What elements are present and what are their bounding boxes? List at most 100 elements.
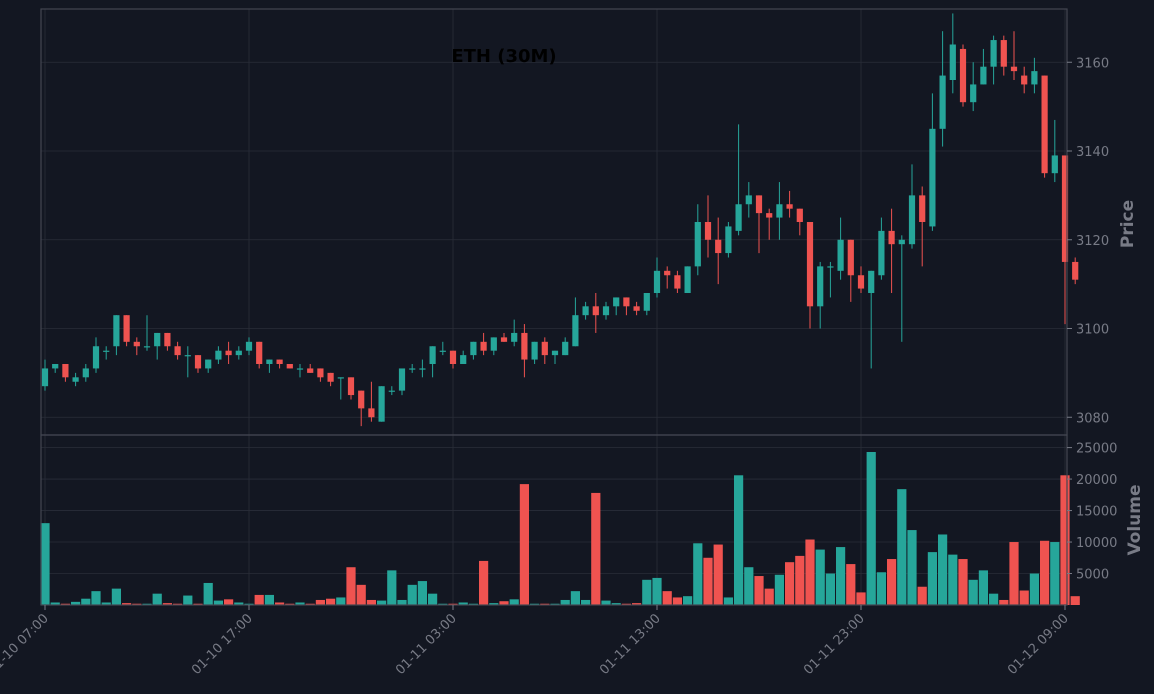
volume-bar	[1009, 542, 1019, 605]
volume-bar	[346, 567, 356, 605]
candle-body-up	[82, 368, 89, 378]
candle-body-up	[429, 346, 436, 364]
candle-body-up	[990, 40, 997, 67]
volume-bar	[336, 597, 346, 605]
candle-body-up	[531, 341, 538, 360]
candle-body-down	[857, 275, 865, 289]
volume-bar	[315, 599, 325, 605]
candle-body-down	[766, 213, 773, 218]
volume-bar	[1019, 590, 1029, 605]
candle-body-down	[664, 270, 671, 276]
chart-title: ETH (30M)	[451, 46, 556, 67]
candle-body-down	[256, 341, 263, 364]
volume-bar	[550, 603, 560, 605]
volume-bar	[162, 603, 172, 605]
candle-body-down	[786, 204, 793, 209]
volume-bar	[377, 600, 387, 605]
volume-bar	[326, 598, 336, 605]
volume-bar	[1060, 475, 1070, 605]
volume-tick-label: 20000	[1076, 473, 1117, 488]
volume-bar	[938, 534, 948, 605]
candle-body-down	[194, 355, 202, 369]
candle-body-up	[939, 75, 946, 129]
candle-body-up	[41, 368, 49, 387]
volume-bar	[468, 603, 478, 605]
candle-body-up	[1031, 71, 1038, 85]
volume-bar	[305, 603, 315, 605]
volume-bar	[438, 603, 448, 605]
candle-body-down	[1072, 261, 1079, 280]
candle-body-down	[541, 341, 548, 356]
candle-body-up	[419, 368, 426, 370]
volume-bar	[417, 581, 427, 605]
candle-body-down	[286, 364, 293, 369]
candle-body-down	[1010, 66, 1018, 72]
candle-body-up	[868, 270, 875, 293]
volume-bar	[754, 576, 764, 605]
volume-bar	[897, 489, 907, 605]
volume-bar	[224, 599, 234, 605]
candle-body-up	[72, 377, 79, 382]
candle-body-down	[368, 408, 375, 418]
candle-body-up	[817, 266, 824, 307]
candle-body-up	[215, 350, 222, 360]
volume-bar	[683, 596, 693, 605]
volume-bar	[101, 602, 111, 605]
price-axis-label: Price	[1118, 200, 1138, 248]
volume-bar	[234, 602, 244, 605]
candle-body-up	[490, 337, 497, 351]
candle-body-up	[929, 128, 936, 227]
candle-body-down	[521, 332, 528, 360]
volume-bar	[509, 599, 519, 605]
volume-bar	[846, 564, 856, 605]
volume-bar	[611, 603, 621, 605]
candle-body-up	[398, 368, 406, 391]
volume-bar	[81, 598, 91, 605]
candle-body-up	[602, 306, 610, 316]
candle-body-up	[572, 315, 579, 347]
candle-body-down	[358, 390, 365, 409]
volume-bar	[254, 594, 264, 605]
volume-bar	[40, 523, 50, 605]
candle-body-up	[898, 239, 905, 245]
volume-tick-label: 10000	[1076, 536, 1117, 551]
candle-body-down	[633, 306, 640, 311]
candle-body-down	[123, 315, 130, 342]
volume-bar	[428, 593, 438, 605]
volume-bar	[152, 593, 162, 605]
candle-body-down	[164, 332, 171, 347]
volume-bar	[489, 603, 499, 605]
volume-bar	[703, 557, 713, 605]
volume-bar	[581, 599, 591, 605]
candle-body-down	[500, 337, 508, 342]
volume-bar	[978, 570, 988, 605]
volume-bar	[795, 555, 805, 605]
candle-body-up	[266, 359, 273, 364]
volume-bar	[642, 579, 652, 605]
candle-body-up	[409, 368, 416, 370]
candle-body-up	[735, 204, 742, 231]
candle-body-up	[613, 297, 620, 307]
candle-body-up	[837, 239, 844, 271]
volume-tick-label: 15000	[1076, 505, 1117, 520]
candle-body-down	[307, 368, 314, 373]
price-tick-label: 3160	[1076, 56, 1109, 71]
candle-body-down	[1021, 75, 1028, 85]
candle-body-up	[470, 341, 477, 356]
volume-bar	[723, 597, 733, 605]
candle-body-up	[827, 266, 834, 268]
candle-body-down	[327, 372, 334, 382]
candle-body-up	[245, 341, 253, 351]
volume-bar	[60, 603, 70, 605]
volume-bar	[662, 591, 672, 605]
volume-bar	[785, 562, 795, 605]
candle-body-up	[92, 346, 100, 369]
candle-body-down	[1041, 75, 1048, 174]
volume-bar	[1050, 542, 1060, 605]
candle-body-down	[592, 306, 599, 316]
price-axis: 3080 3100 3120 3140 3160	[1067, 56, 1109, 426]
volume-tick-label: 25000	[1076, 442, 1117, 457]
price-tick-label: 3080	[1076, 411, 1109, 426]
volume-bar	[264, 594, 274, 605]
candle-body-down	[959, 48, 967, 103]
